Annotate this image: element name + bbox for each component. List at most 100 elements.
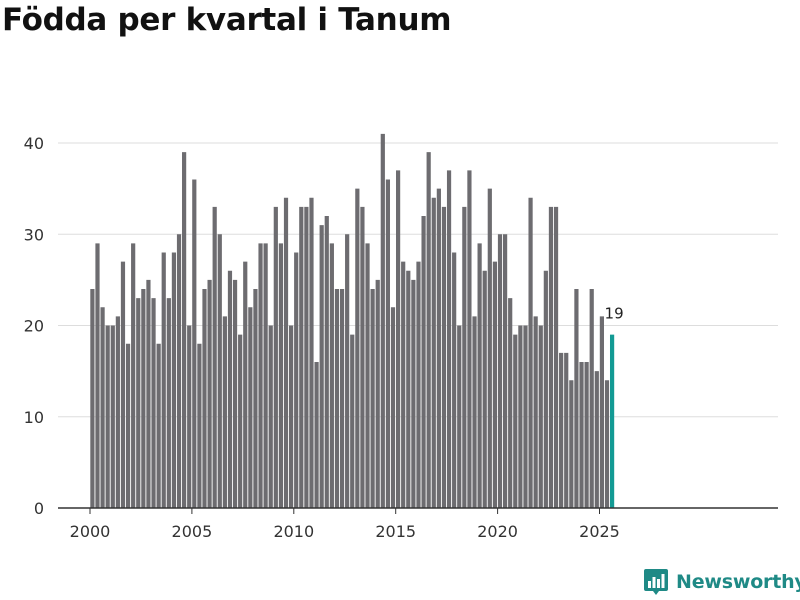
bar: [599, 316, 604, 509]
bar: [115, 316, 120, 509]
bar: [559, 352, 564, 509]
bar: [406, 270, 411, 508]
bar: [90, 289, 95, 508]
bar: [370, 289, 375, 508]
bar: [294, 252, 299, 508]
bar: [477, 243, 482, 509]
bar: [136, 298, 141, 509]
bar: [212, 206, 217, 509]
bar: [329, 243, 334, 509]
y-tick-label: 20: [24, 317, 44, 336]
highlight-value-label: 19: [605, 305, 624, 323]
bar: [416, 261, 421, 509]
bar: [360, 206, 365, 509]
bar: [548, 206, 554, 509]
bar: [385, 179, 391, 508]
bar: [146, 279, 151, 509]
bar: [487, 188, 492, 509]
bar: [574, 289, 579, 508]
axes: 0 10 20 30 40 2000 2005 2010 2015 2020 2025: [24, 134, 778, 541]
bar: [482, 270, 487, 508]
bar: [441, 206, 447, 509]
bar: [207, 279, 212, 509]
bar: [304, 206, 309, 509]
bar: [319, 225, 324, 509]
x-tick-label: 2025: [579, 522, 620, 541]
bar: [457, 325, 462, 508]
bar: [533, 316, 538, 509]
bar: [299, 206, 304, 509]
bar: [508, 298, 513, 509]
bar: [283, 197, 289, 508]
bar: [584, 362, 589, 508]
x-tick-label: 2005: [172, 522, 213, 541]
y-tick-label: 30: [24, 225, 44, 244]
bar: [105, 325, 110, 508]
bar: [243, 261, 248, 509]
bar: [538, 325, 543, 508]
bar: [446, 170, 452, 509]
bar: [268, 325, 273, 508]
bar: [151, 298, 156, 509]
bar: [278, 243, 284, 509]
bar: [125, 343, 131, 508]
bar: [375, 279, 380, 509]
bar: [131, 243, 136, 509]
bar: [365, 243, 370, 509]
bar: [528, 197, 533, 508]
x-tick-label: 2015: [375, 522, 416, 541]
bar: [248, 307, 253, 508]
bar: [217, 234, 222, 508]
bar: [100, 307, 105, 508]
bar: [258, 243, 263, 509]
bar: [182, 152, 187, 509]
bar: [604, 380, 610, 508]
bar: [594, 371, 599, 509]
bar: [350, 334, 355, 509]
newsworthy-chart-logo-icon: [644, 569, 668, 595]
bar: [462, 206, 467, 509]
bar: [238, 334, 243, 509]
bar: [314, 362, 319, 508]
bar: [334, 289, 340, 508]
bar: [411, 279, 416, 509]
y-tick-label: 10: [24, 408, 44, 427]
bar: [472, 316, 477, 509]
bar: [197, 343, 202, 508]
bar: [467, 170, 472, 509]
bar: [431, 197, 436, 508]
bar: [553, 206, 559, 509]
bar: [110, 325, 115, 508]
bar: [380, 133, 385, 509]
bar: [436, 188, 441, 509]
bar: [513, 334, 518, 509]
bar: [263, 243, 268, 509]
bar: [401, 261, 406, 509]
bar-highlight: [609, 334, 615, 509]
bar: [324, 216, 329, 508]
bar: [492, 261, 498, 509]
bar: [355, 188, 360, 509]
bar: [579, 362, 584, 508]
bar: [232, 279, 238, 509]
bar: [569, 380, 574, 508]
bar: [390, 307, 396, 508]
bar: [273, 206, 278, 509]
bar: [518, 325, 523, 508]
bar: [564, 352, 569, 509]
bar: [95, 243, 100, 509]
bar: [452, 252, 457, 508]
bar: [222, 316, 227, 509]
data-labels: 19: [605, 305, 624, 323]
bar: [426, 152, 431, 509]
x-tick-label: 2000: [70, 522, 111, 541]
bar: [503, 234, 508, 508]
brand-name: Newsworthy: [676, 571, 800, 593]
bar: [523, 325, 528, 508]
bar: [253, 289, 258, 508]
bar: [176, 234, 182, 508]
y-tick-label: 0: [34, 499, 44, 518]
bar: [141, 289, 146, 508]
y-tick-label: 40: [24, 134, 44, 153]
newsworthy-logo: Newsworthy: [644, 569, 800, 595]
